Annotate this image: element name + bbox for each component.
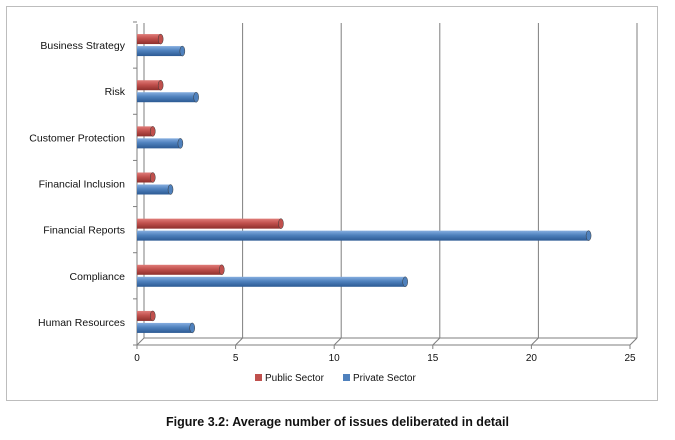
x-tick-label: 10 [329,353,341,364]
bar-private [137,322,195,334]
bar-body [137,322,193,333]
bar-public [137,33,164,45]
bar-body [137,276,406,287]
legend-entry: Private Sector [353,373,416,384]
category-label: Human Resources [38,317,125,329]
bar-body [137,264,222,275]
gridline-floor [432,337,441,346]
gridline-floor [235,337,243,346]
bars [137,33,592,334]
bar-end-cap [585,230,592,241]
x-tick-label: 20 [526,353,538,364]
bar-private [137,276,408,288]
bar-end-cap [167,184,174,195]
bar-public [137,310,156,322]
bar-public [137,126,156,137]
bar-public [137,218,284,229]
gridline-floor [136,337,145,346]
bar-private [137,45,186,57]
category-label: Financial Reports [43,225,125,237]
bar-chart: 0 5 10 15 20 25 Business Strategy Risk Customer … [29,21,638,384]
legend-swatch [343,374,350,381]
x-tick-label: 0 [134,353,140,364]
x-tick-label: 15 [427,353,439,364]
bar-body [137,34,161,45]
bar-public [137,79,164,91]
bar-end-cap [150,126,156,137]
bar-body [137,230,589,241]
bar-body [137,46,183,57]
bar-end-cap [157,33,164,45]
bar-end-cap [189,322,195,334]
legend-swatch [255,374,262,381]
category-label: Business Strategy [40,40,125,52]
bar-body [137,138,181,149]
bar-public [137,172,156,183]
bar-body [137,92,197,103]
gridline-floor [629,337,638,346]
x-tick-label: 25 [624,353,636,364]
axis-labels: 0 5 10 15 20 25 Business Strategy Risk Customer … [29,40,636,364]
bar-private [137,184,174,195]
bar-private [137,138,184,149]
bar-end-cap [179,45,186,57]
category-label: Compliance [70,271,126,283]
figure-caption: Figure 3.2: Average number of issues del… [166,415,509,429]
category-label: Customer Protection [29,132,125,144]
legend-entry: Public Sector [265,373,325,384]
bar-body [137,172,153,183]
bar-body [137,310,153,321]
bar-end-cap [219,264,225,276]
bar-public [137,264,225,276]
grid-lines [136,23,638,346]
bar-body [137,126,153,137]
bar-end-cap [150,310,156,322]
axes [133,21,637,349]
bar-body [137,80,161,91]
bar-end-cap [402,276,408,288]
gridline-floor [531,337,539,346]
bar-body [137,218,281,229]
legend: Public Sector Private Sector [255,373,416,384]
category-label: Financial Inclusion [39,179,126,191]
gridline-floor [333,337,342,346]
chart-frame [6,6,658,401]
bar-end-cap [278,218,284,229]
category-label: Risk [105,86,126,98]
bar-body [137,184,171,195]
bar-end-cap [193,91,199,103]
bar-private [137,91,199,103]
x-tick-label: 5 [233,353,239,364]
bar-end-cap [177,138,184,149]
bar-private [137,230,592,241]
bar-end-cap [150,172,156,183]
bar-end-cap [157,79,164,91]
